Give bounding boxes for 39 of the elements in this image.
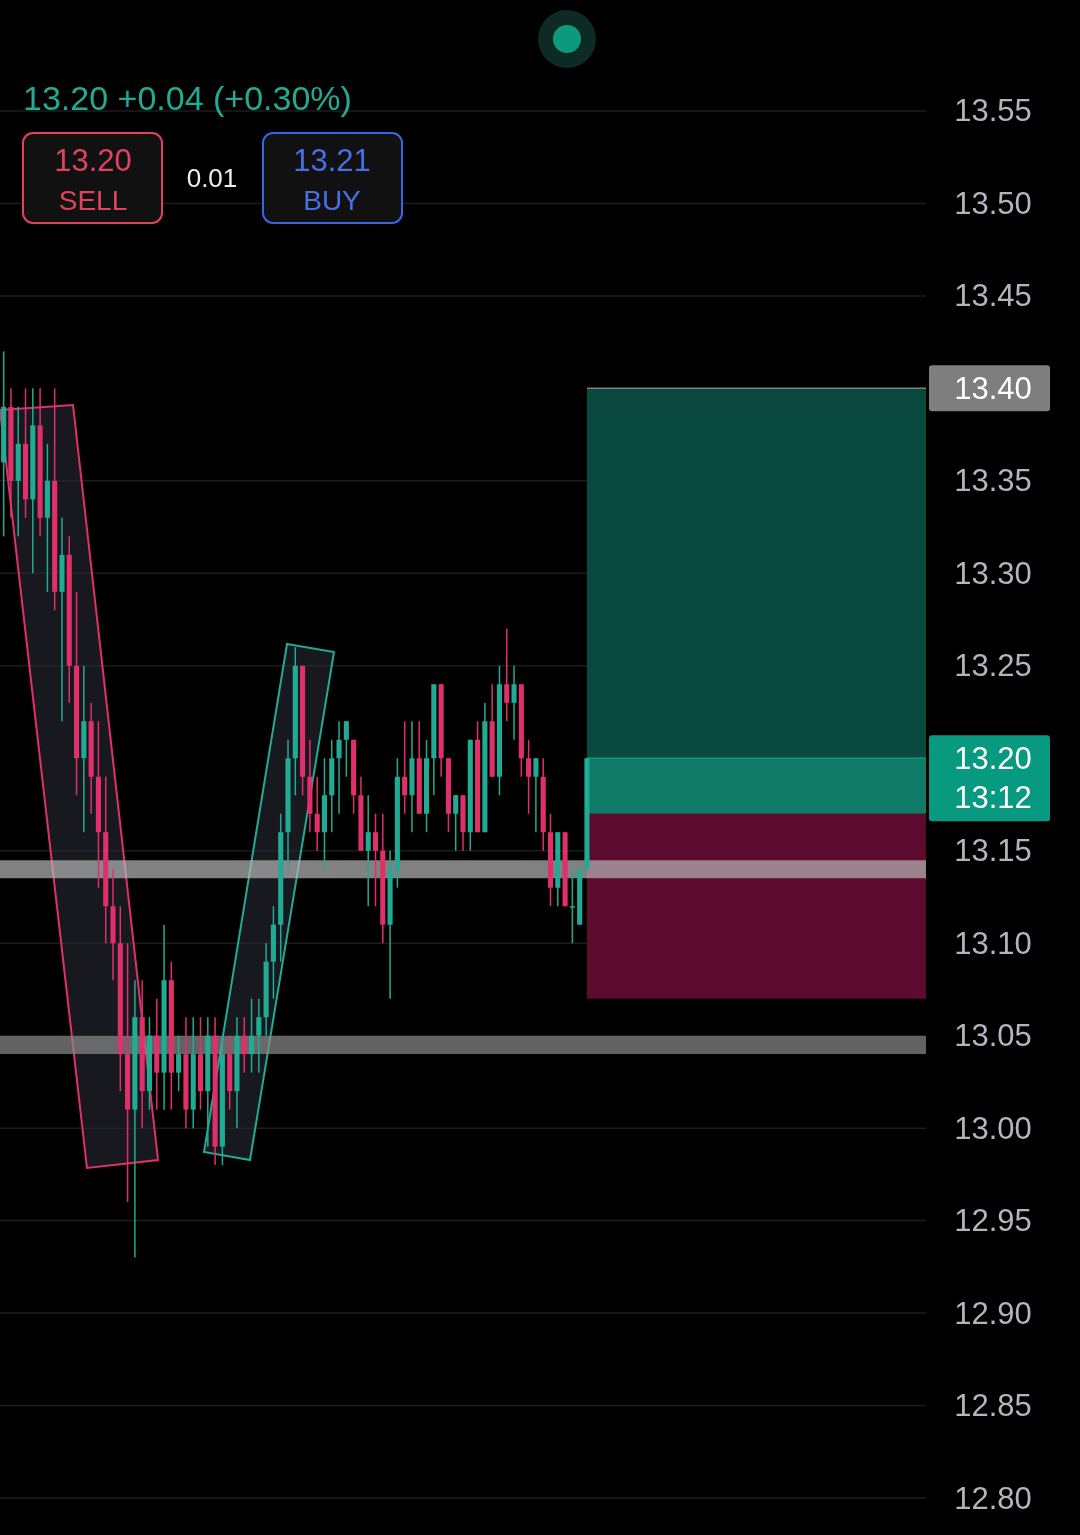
y-tick-label: 13.55 [954,93,1032,129]
y-tick-label: 13.25 [954,648,1032,684]
y-tick-label: 12.80 [954,1480,1032,1516]
y-tick-label: 12.85 [954,1388,1032,1424]
candlestick [511,665,517,741]
candlestick [526,739,532,815]
y-tick-label: 13.05 [954,1018,1032,1054]
candlestick [343,720,349,778]
y-tick-label: 12.90 [954,1295,1032,1331]
ref-line-label: 13.20 [954,740,1032,776]
y-tick-label: 13.50 [954,185,1032,221]
candlestick [176,1034,182,1092]
annotation: 0.01 [186,163,238,193]
annotation: BUY [303,184,362,216]
y-tick-label: 13.35 [954,463,1032,499]
y-tick-label: 13.45 [954,278,1032,314]
candlestick [336,720,342,815]
ref-line-label: 13.40 [954,370,1032,406]
candlestick [402,720,408,815]
candlestick [504,628,510,723]
candlestick [372,812,379,907]
candlestick [569,868,575,944]
text: 13:12 [954,779,1032,815]
candlestick [453,794,459,852]
y-tick-label: 13.30 [954,555,1032,591]
y-tick-label: 13.00 [954,1110,1032,1146]
candlestick [241,1016,247,1074]
candlestick [256,997,262,1074]
candlestick [365,794,371,907]
y-tick-label: 13.15 [954,833,1032,869]
annotation: SELL [58,184,128,216]
annotation: 13.21 [293,142,371,178]
candlestick [314,776,320,852]
y-tick-label: 12.95 [954,1203,1032,1239]
annotation: 13.20 +0.04 (+0.30%) [23,79,352,117]
candlestick [533,757,539,833]
y-tick-label: 13.10 [954,925,1032,961]
annotation: 13.20 [54,142,132,178]
candlestick [249,997,255,1074]
